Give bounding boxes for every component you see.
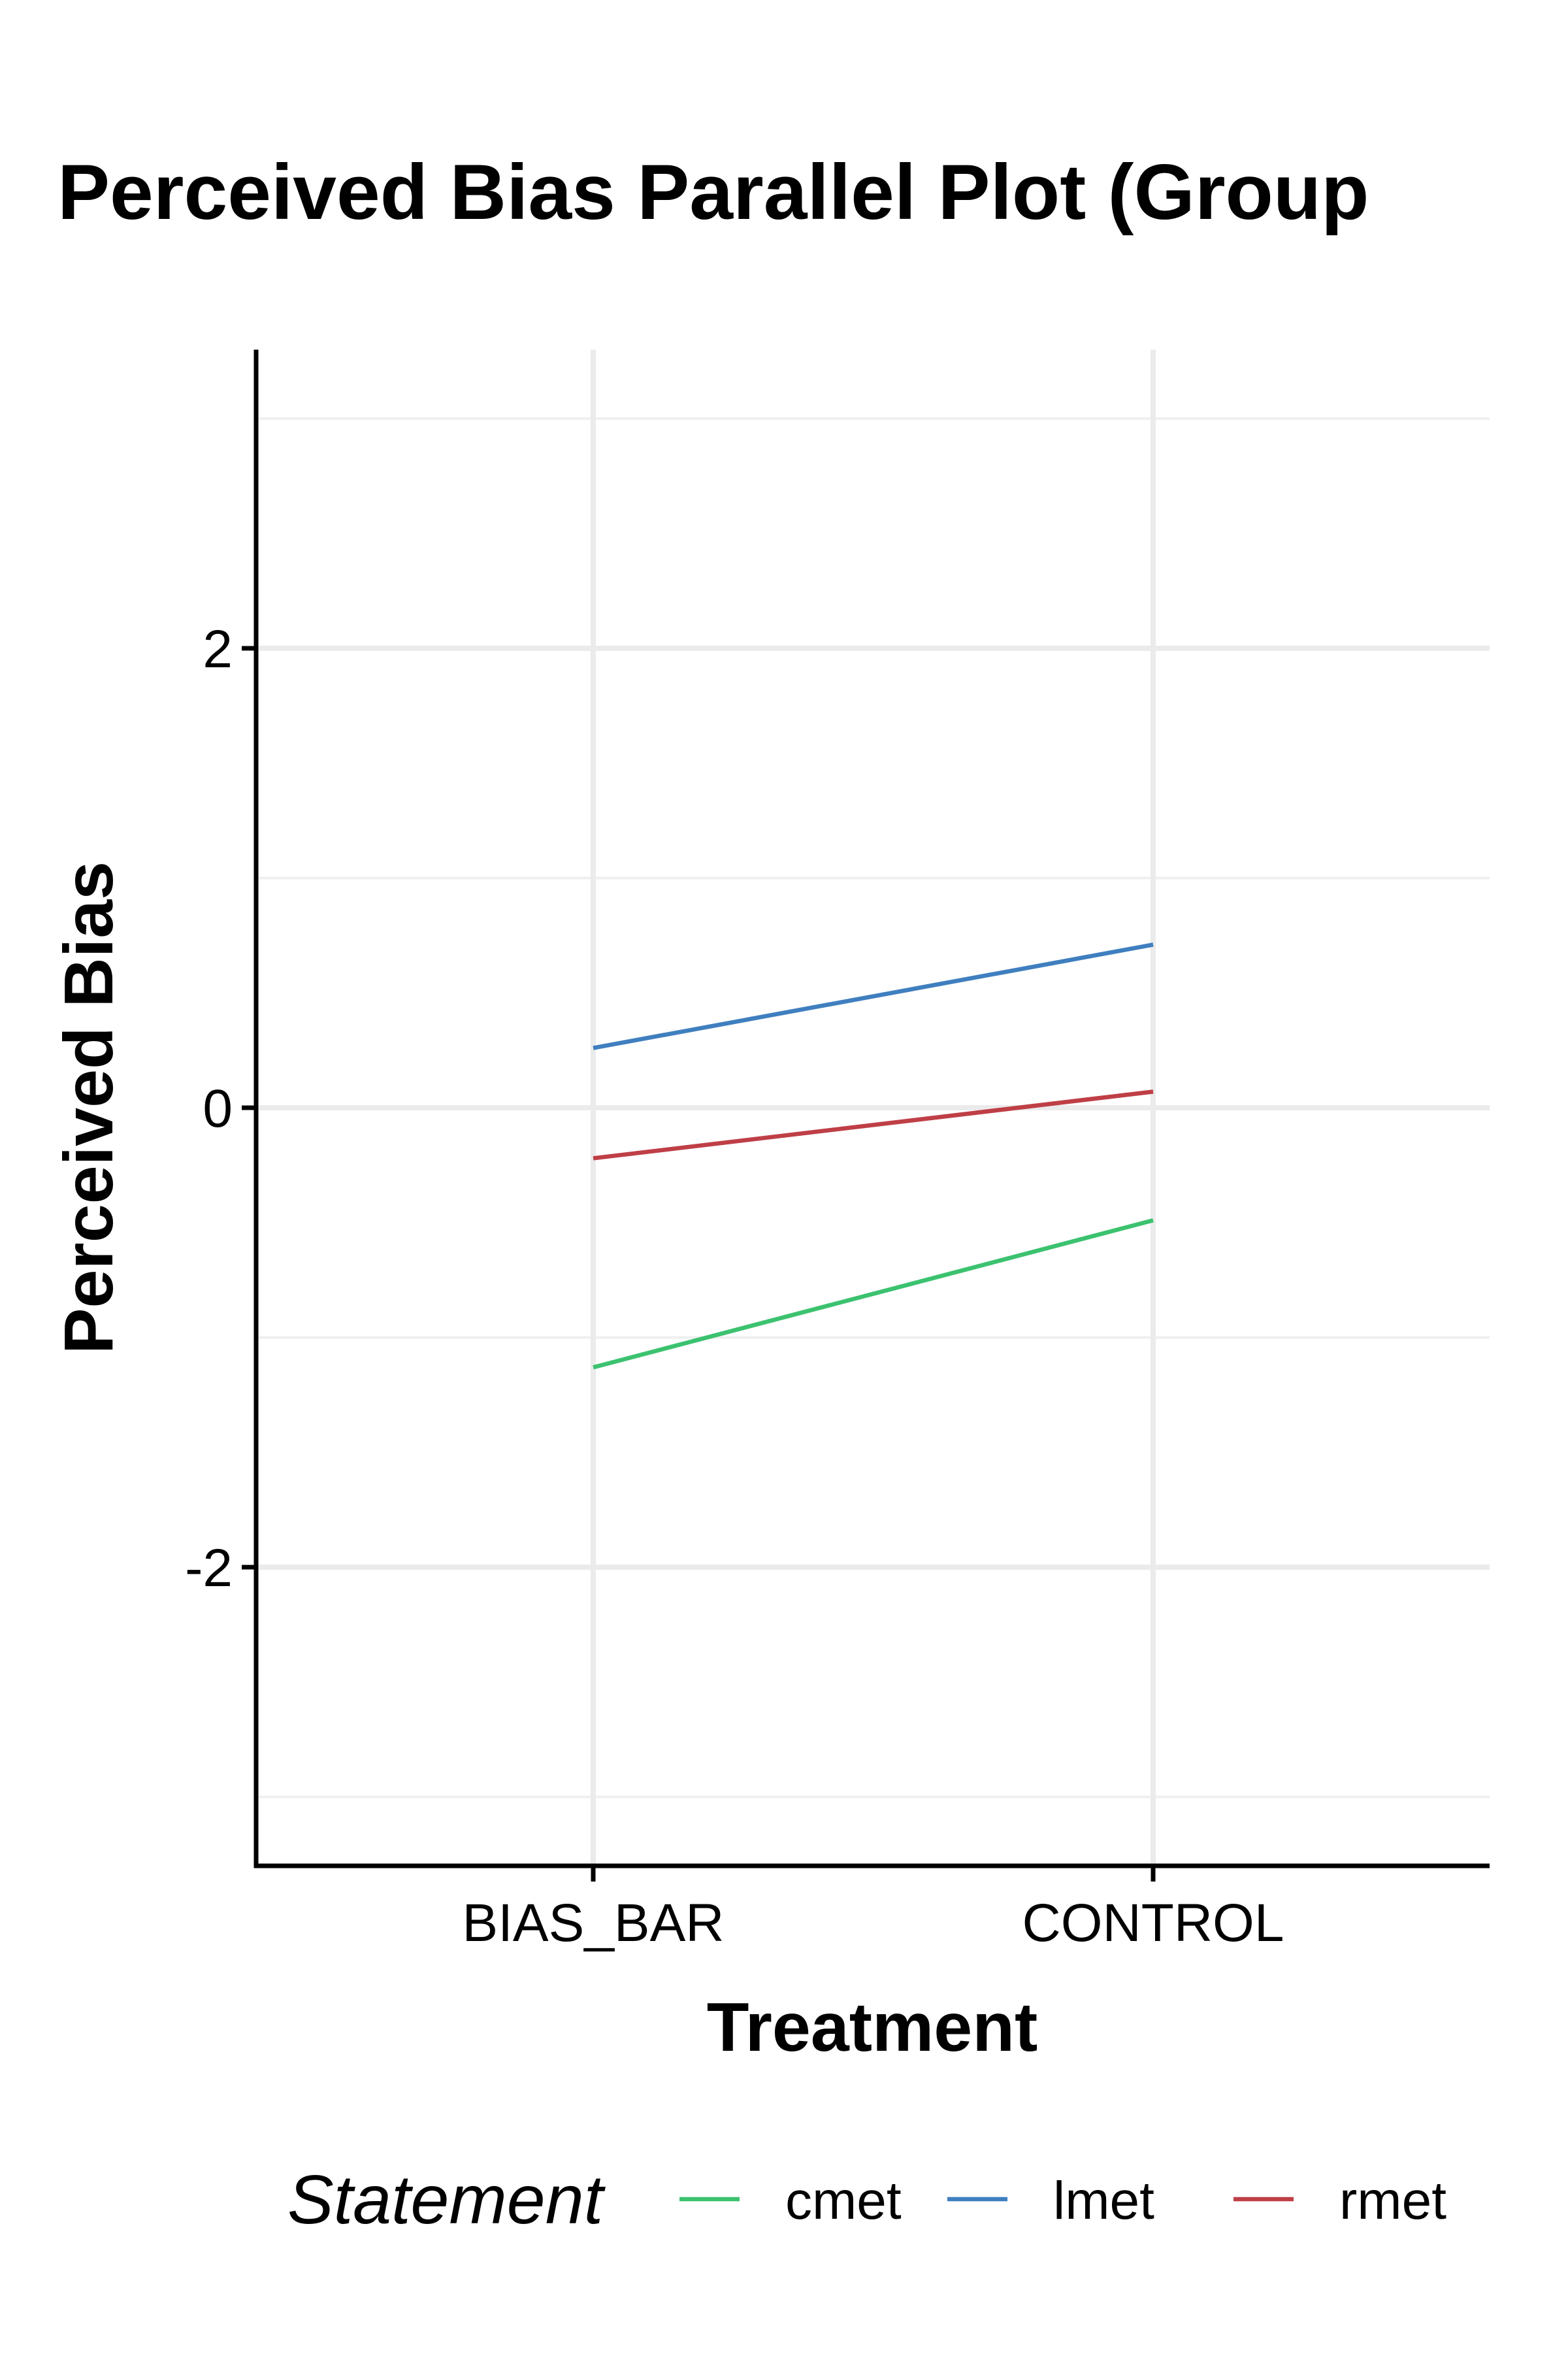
legend: Statement cmet lmet rmet (287, 2161, 1446, 2238)
legend-label-cmet: cmet (785, 2171, 902, 2231)
y-tick-label: -2 (185, 1538, 233, 1598)
series-line-rmet (593, 1089, 1154, 1161)
series-line-lmet (593, 942, 1154, 1050)
legend-label-rmet: rmet (1339, 2171, 1446, 2231)
x-tick-label: BIAS_BAR (462, 1893, 724, 1953)
y-tick-label: 2 (203, 620, 233, 679)
axis-layer: -2 0 2 BIAS_BAR CONTROL (185, 350, 1490, 1953)
x-axis-title: Treatment (707, 1989, 1038, 2066)
series-line-cmet (593, 1218, 1154, 1370)
series-layer (593, 942, 1154, 1370)
grid-layer (256, 350, 1490, 1866)
legend-label-lmet: lmet (1053, 2171, 1154, 2231)
x-tick-label: CONTROL (1022, 1893, 1284, 1953)
y-axis-title: Perceived Bias (50, 861, 127, 1354)
legend-title: Statement (287, 2161, 606, 2238)
chart-title: Perceived Bias Parallel Plot (Group (57, 148, 1369, 236)
y-tick-label: 0 (203, 1079, 233, 1138)
